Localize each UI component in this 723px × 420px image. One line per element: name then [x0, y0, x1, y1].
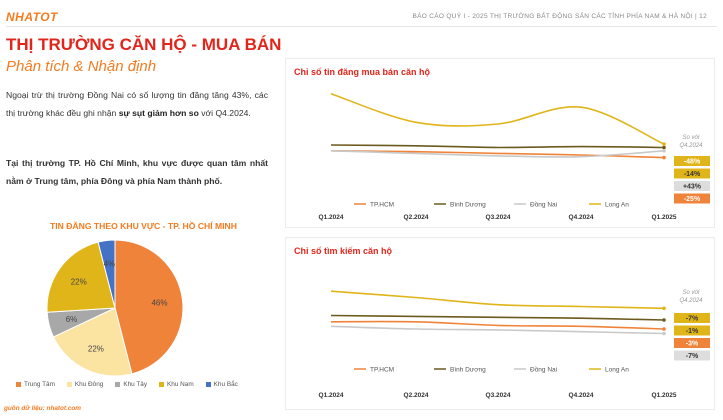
- pie-slice-khu-nam: [46, 241, 116, 313]
- listing-chart-endpoint-binh-duong: [662, 145, 666, 150]
- paragraph-1-emphasis: sự sụt giảm hơn so: [118, 108, 199, 118]
- legend-swatch: [16, 382, 21, 387]
- listing-chart-x-tick-q2-2024: Q2.2024: [404, 214, 429, 221]
- listing-chart-compare-label: -25%: [684, 196, 701, 203]
- listing-chart-series-binh-duong: [330, 144, 665, 149]
- pie-label-khu-tay: 6%: [66, 315, 78, 324]
- listing-chart-legend-label-long-an: Long An: [605, 202, 629, 209]
- search-chart-x-tick-q1-2024: Q1.2024: [319, 392, 344, 399]
- search-chart-series-tp-hcm: [330, 320, 665, 330]
- pie-slice-trung-tam: [114, 239, 184, 375]
- search-chart-compare-badge: [674, 313, 710, 323]
- legend-swatch: [205, 382, 211, 387]
- listing-chart-compare-label: -14%: [684, 171, 701, 178]
- listing-chart-series-dong-nai: [330, 150, 665, 158]
- legend-swatch: [66, 382, 72, 387]
- analysis-paragraph-2: Tại thị trường TP. Hồ Chí Minh, khu vực …: [6, 158, 268, 186]
- listing-chart-x-tick-q1-2024: Q1.2024: [319, 214, 344, 221]
- search-chart-compare-label: -7%: [686, 316, 699, 323]
- page-title: THỊ TRƯỜNG CĂN HỘ - MUA BÁN: [6, 35, 282, 54]
- listing-chart-compare-label: +43%: [683, 184, 702, 191]
- search-index-line-chart: So với Q4.2024 -7% -1% -3% -7% TP.HCM Bình Dươn…: [319, 290, 710, 399]
- district-pie-chart: 46% 22% 6% 22% 4%: [46, 239, 184, 377]
- listing-chart-compare-label: -48%: [684, 159, 701, 166]
- search-chart-endpoint-tp-hcm: [662, 327, 666, 331]
- pie-chart-title: TIN ĐĂNG THEO KHU VỰC - TP. HỒ CHÍ MINH: [50, 221, 237, 231]
- pie-legend-item-trung-tam: Trung Tâm: [16, 381, 55, 388]
- legend-label: Khu Đông: [74, 381, 104, 388]
- legend-label: Khu Nam: [167, 381, 194, 388]
- search-chart-x-tick-q3-2024: Q3.2024: [486, 392, 511, 399]
- listing-index-panel: Chỉ số tin đăng mua bán căn hộ So với Q4.…: [285, 58, 715, 228]
- legend-swatch: [159, 382, 165, 387]
- listing-chart-legend-label-binh-duong: Bình Dương: [450, 202, 486, 209]
- listing-chart-legend-label-dong-nai: Đồng Nai: [530, 200, 557, 209]
- listing-chart-x-tick-q1-2025: Q1.2025: [652, 214, 677, 221]
- pie-chart-legend: Trung Tâm Khu Đông Khu Tây Khu Nam Khu Bắc: [16, 381, 238, 388]
- listing-chart-x-tick-q3-2024: Q3.2024: [486, 214, 511, 221]
- pie-legend-item-khu-dong: Khu Đông: [66, 381, 104, 388]
- legend-label: Khu Tây: [123, 381, 148, 388]
- search-chart-series-dong-nai: [330, 325, 665, 335]
- pie-slice-khu-dong: [52, 307, 133, 377]
- listing-chart-compare-badge: [674, 193, 710, 204]
- search-chart-endpoint-dong-nai: [662, 331, 666, 336]
- analysis-paragraph-1: Ngoại trừ thị trường Đồng Nai có số lượn…: [6, 86, 268, 122]
- search-chart-legend-label-dong-nai: Đồng Nai: [530, 365, 557, 374]
- listing-chart-compare-header: Q4.2024: [679, 143, 703, 149]
- listing-chart-endpoint-tp-hcm: [662, 155, 666, 160]
- search-chart-compare-header: Q4.2024: [679, 298, 703, 304]
- search-chart-legend-label-long-an: Long An: [605, 367, 629, 374]
- pie-label-khu-dong: 22%: [88, 345, 104, 354]
- search-chart-compare-badge: [674, 338, 710, 348]
- listing-chart-x-tick-q4-2024: Q4.2024: [569, 214, 594, 221]
- search-chart-series-long-an: [330, 290, 665, 310]
- paragraph-1-tail: với Q4.2024.: [198, 108, 251, 118]
- pie-label-trung-tam: 46%: [151, 298, 167, 307]
- search-chart-compare-label: -1%: [686, 328, 699, 335]
- legend-label: Trung Tâm: [24, 381, 55, 388]
- listing-chart-compare-badge: [674, 156, 710, 166]
- nhatot-logo: NHATOT: [6, 10, 58, 24]
- legend-label: Khu Bắc: [213, 381, 238, 388]
- pie-label-khu-bac: 4%: [104, 260, 116, 269]
- paragraph-1-text: Ngoại trừ thị trường Đồng Nai có số lượn…: [6, 90, 268, 118]
- listing-chart-compare-badge: [674, 168, 710, 179]
- search-chart-x-tick-q1-2025: Q1.2025: [652, 392, 677, 399]
- pie-legend-item-khu-tay: Khu Tây: [115, 381, 147, 388]
- search-chart-x-tick-q4-2024: Q4.2024: [569, 392, 594, 399]
- listing-chart-endpoint-long-an: [662, 142, 666, 146]
- search-chart-endpoint-long-an: [662, 306, 666, 311]
- search-chart-compare-badge: [674, 325, 710, 336]
- listing-chart-compare-badge: [674, 181, 710, 191]
- search-chart-compare-badge: [674, 350, 710, 361]
- search-chart-legend-label-tp-hcm: TP.HCM: [370, 367, 394, 374]
- pie-label-khu-nam: 22%: [71, 278, 87, 287]
- listing-chart-series-long-an: [330, 92, 665, 145]
- search-chart-legend-label-binh-duong: Bình Dương: [450, 367, 486, 374]
- listing-chart-compare-header: So với: [683, 135, 701, 141]
- listing-index-title: Chỉ số tin đăng mua bán căn hộ: [294, 67, 431, 77]
- search-chart-compare-header: So với: [683, 290, 701, 296]
- report-header-note: BÁO CÁO QUÝ I - 2025 THỊ TRƯỜNG BẤT ĐỘNG…: [412, 13, 707, 20]
- search-chart-endpoint-binh-duong: [662, 318, 666, 322]
- legend-swatch: [115, 382, 121, 387]
- data-source-note: guồn dữ liệu: nhatot.com: [4, 405, 81, 412]
- listing-chart-endpoint-dong-nai: [662, 149, 666, 153]
- search-chart-compare-label: -7%: [686, 353, 699, 360]
- pie-legend-item-khu-nam: Khu Nam: [159, 381, 194, 388]
- listing-chart-legend-label-tp-hcm: TP.HCM: [370, 202, 394, 209]
- pie-slice-khu-bac: [97, 239, 116, 309]
- search-index-title: Chỉ số tìm kiếm căn hộ: [294, 246, 393, 256]
- page-subtitle: Phân tích & Nhận định: [6, 58, 157, 75]
- listing-index-line-chart: So với Q4.2024 -48% -14% +43% -25% TP.HCM Bình …: [319, 92, 710, 221]
- header-divider: [6, 26, 717, 27]
- search-chart-series-binh-duong: [330, 314, 665, 321]
- search-index-panel: Chỉ số tìm kiếm căn hộ So với Q4.2024 -7% -…: [285, 237, 715, 410]
- search-chart-x-tick-q2-2024: Q2.2024: [404, 392, 429, 399]
- pie-legend-item-khu-bac: Khu Bắc: [205, 381, 238, 388]
- search-chart-compare-label: -3%: [686, 341, 699, 348]
